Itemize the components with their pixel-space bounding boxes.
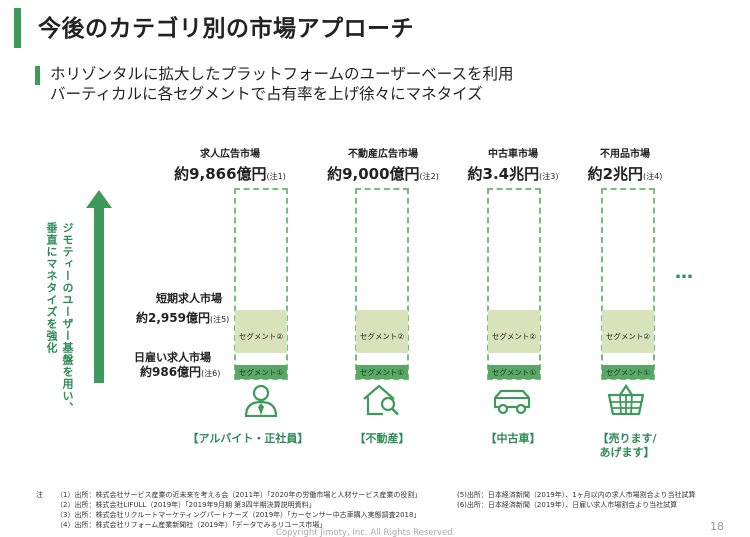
market-box-unwanted-goods: セグメント② セグメント①	[601, 188, 655, 380]
daily-name: 日雇い求人市場	[134, 351, 211, 364]
house-search-icon	[363, 384, 399, 416]
category-label: 【売ります/ あげます】	[597, 432, 657, 459]
subtitle-accent-bar	[35, 66, 40, 85]
vertical-text-line-1: ジモティーのユーザー基盤を用い、	[61, 222, 74, 414]
category-label: 【不動産】	[354, 432, 410, 445]
segment-2: セグメント②	[235, 310, 287, 353]
page-number: 18	[710, 520, 724, 533]
category-label: 【中古車】	[485, 432, 541, 445]
subtitle-line-2: バーティカルに各セグメントで占有率を上げ徐々にマネタイズ	[50, 85, 483, 103]
market-box-jobs: セグメント② セグメント①	[234, 188, 288, 380]
market-value: 約9,866億円(注1)	[174, 165, 286, 183]
segment-2: セグメント②	[488, 310, 540, 353]
daily-note: (注6)	[201, 369, 221, 378]
short-term-label: 短期求人市場 約2,959億円(注5)	[136, 291, 230, 327]
vertical-text-line-2: 垂直にマネタイズを強化	[45, 222, 58, 354]
footnote-2: （2）出所：株式会社LIFULL（2019年）「2019年9月期 第3四半期決算…	[56, 501, 316, 509]
footnote-6: (6)出所：日本経済新聞（2019年）、日雇い求人市場割合より当社試算	[457, 501, 678, 509]
market-value: 約2兆円(注4)	[587, 165, 663, 183]
more-ellipsis: …	[675, 262, 694, 283]
market-box-used-cars: セグメント② セグメント①	[487, 188, 541, 380]
market-name: 不用品市場	[600, 149, 650, 160]
market-name: 不動産広告市場	[348, 149, 418, 160]
up-arrow-icon	[86, 190, 112, 383]
market-value: 約3.4兆円(注3)	[467, 165, 559, 183]
short-term-name: 短期求人市場	[156, 292, 222, 305]
short-term-note: (注5)	[209, 315, 230, 324]
basket-icon	[607, 384, 645, 416]
segment-1: セグメント①	[488, 365, 540, 379]
short-term-value: 約2,959億円	[136, 311, 210, 325]
daily-value: 約986億円	[140, 365, 202, 379]
market-value: 約9,000億円(注2)	[327, 165, 439, 183]
market-name: 求人広告市場	[200, 149, 260, 160]
segment-1: セグメント①	[602, 365, 654, 379]
footnote-3: （3）出所：株式会社リクルートマーケティングパートナーズ（2019年）「カーセン…	[56, 511, 421, 519]
page-title: 今後のカテゴリ別の市場アプローチ	[38, 16, 414, 42]
category-label: 【アルバイト・正社員】	[187, 432, 309, 445]
segment-2: セグメント②	[356, 310, 408, 353]
segment-1: セグメント①	[356, 365, 408, 379]
footnote-4: （4）出所：株式会社リフォーム産業新聞社（2019年）「データでみるリユース市場…	[56, 521, 327, 529]
daily-label: 日雇い求人市場 約986億円(注6)	[132, 350, 232, 381]
car-icon	[493, 389, 531, 415]
notes-label: 注	[36, 491, 43, 499]
market-box-real-estate: セグメント② セグメント①	[355, 188, 409, 380]
subtitle-line-1: ホリゾンタルに拡大したプラットフォームのユーザーベースを利用	[50, 65, 514, 83]
copyright: Copyright Jimoty, Inc. All Rights Reserv…	[276, 528, 456, 537]
footnote-1: （1）出所：株式会社サービス産業の近未来を考える会（2011年）「2020年の労…	[56, 491, 422, 499]
market-name: 中古車市場	[488, 149, 538, 160]
segment-1: セグメント①	[235, 365, 287, 379]
subtitle: ホリゾンタルに拡大したプラットフォームのユーザーベースを利用 バーティカルに各セ…	[50, 64, 513, 104]
title-accent-bar	[14, 8, 21, 48]
segment-2: セグメント②	[602, 310, 654, 353]
job-person-icon	[244, 384, 278, 417]
footnote-5: (5)出所：日本経済新聞（2019年）、1ヶ月以内の求人市場割合より当社試算	[457, 491, 696, 499]
